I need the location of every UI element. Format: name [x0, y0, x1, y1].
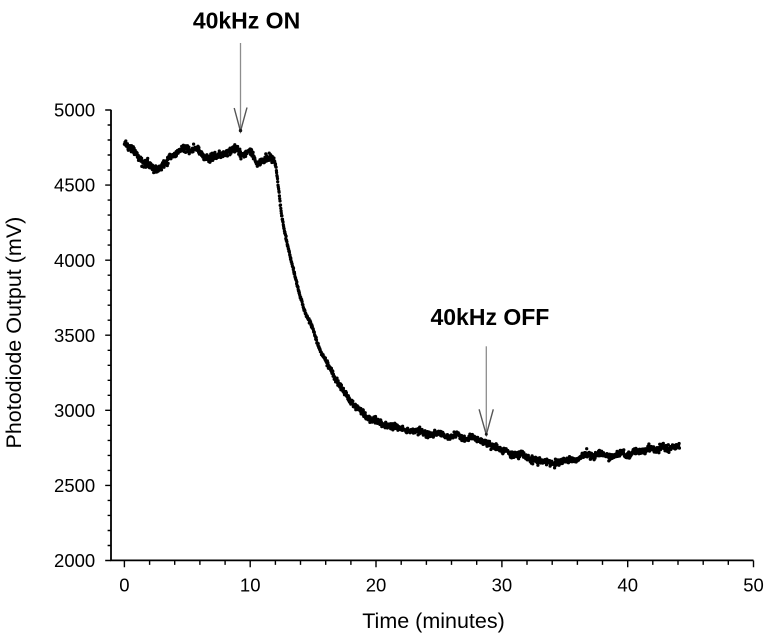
svg-text:Time (minutes): Time (minutes)	[362, 609, 505, 633]
svg-text:10: 10	[240, 574, 261, 595]
svg-text:40kHz ON: 40kHz ON	[193, 7, 300, 33]
svg-text:0: 0	[119, 574, 129, 595]
svg-text:40: 40	[617, 574, 638, 595]
svg-text:3000: 3000	[54, 400, 95, 421]
svg-text:20: 20	[366, 574, 387, 595]
svg-text:40kHz OFF: 40kHz OFF	[430, 304, 549, 330]
svg-text:Photodiode Output (mV): Photodiode Output (mV)	[2, 217, 26, 449]
svg-text:4500: 4500	[54, 175, 95, 196]
svg-text:2500: 2500	[54, 475, 95, 496]
svg-text:2000: 2000	[54, 550, 95, 571]
svg-text:4000: 4000	[54, 250, 95, 271]
svg-text:30: 30	[492, 574, 513, 595]
svg-text:5000: 5000	[54, 100, 95, 121]
svg-text:50: 50	[743, 574, 764, 595]
svg-text:3500: 3500	[54, 325, 95, 346]
